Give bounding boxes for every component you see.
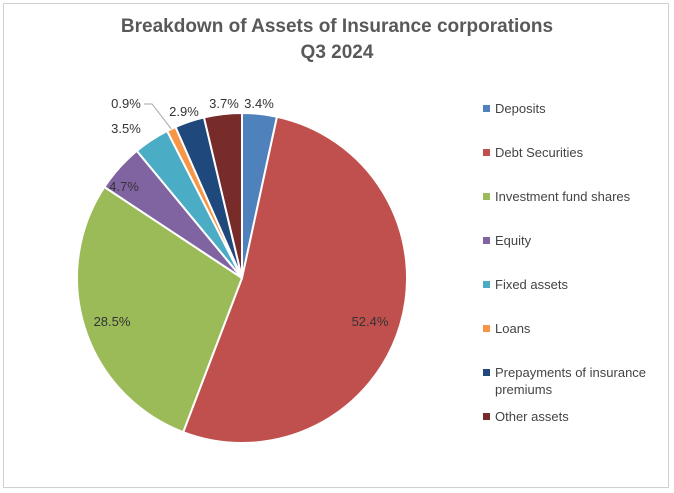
chart-subtitle: Q3 2024 bbox=[300, 42, 374, 63]
data-label-equity: 4.7% bbox=[109, 179, 139, 194]
legend-label: Other assets bbox=[495, 409, 569, 424]
legend-label: Loans bbox=[495, 321, 531, 336]
leader-line-loans bbox=[144, 103, 172, 130]
pie-slice-debt-securities bbox=[181, 115, 409, 444]
pie-slice-other-assets bbox=[202, 111, 243, 279]
data-label-fixed-assets: 3.5% bbox=[111, 121, 141, 136]
data-label-prepayments-of-insurance-premiums: 2.9% bbox=[169, 104, 199, 119]
legend-swatch bbox=[483, 413, 490, 420]
data-label-loans: 0.9% bbox=[111, 96, 141, 111]
pie-slice-investment-fund-shares bbox=[76, 185, 244, 434]
data-label-deposits: 3.4% bbox=[244, 96, 274, 111]
legend-label: Investment fund shares bbox=[495, 189, 631, 204]
chart-title-line1: Breakdown of Assets of Insurance corpora… bbox=[120, 16, 554, 37]
data-label-debt-securities: 52.4% bbox=[352, 314, 389, 329]
legend-swatch bbox=[483, 237, 490, 244]
legend-swatch bbox=[483, 281, 490, 288]
legend-label: Equity bbox=[495, 233, 532, 248]
data-label-investment-fund-shares: 28.5% bbox=[94, 314, 131, 329]
chart-title: Breakdown of Assets of Insurance corpora… bbox=[0, 14, 674, 66]
legend-label: Debt Securities bbox=[495, 145, 584, 160]
legend-swatch bbox=[483, 325, 490, 332]
legend-swatch bbox=[483, 105, 490, 112]
legend-swatch bbox=[483, 193, 490, 200]
data-label-other-assets: 3.7% bbox=[209, 96, 239, 111]
legend-label: Fixed assets bbox=[495, 277, 568, 292]
legend-label: Deposits bbox=[495, 101, 546, 116]
legend-swatch bbox=[483, 149, 490, 156]
legend-swatch bbox=[483, 369, 490, 376]
legend-label: Prepayments of insurance premiums bbox=[495, 365, 647, 397]
